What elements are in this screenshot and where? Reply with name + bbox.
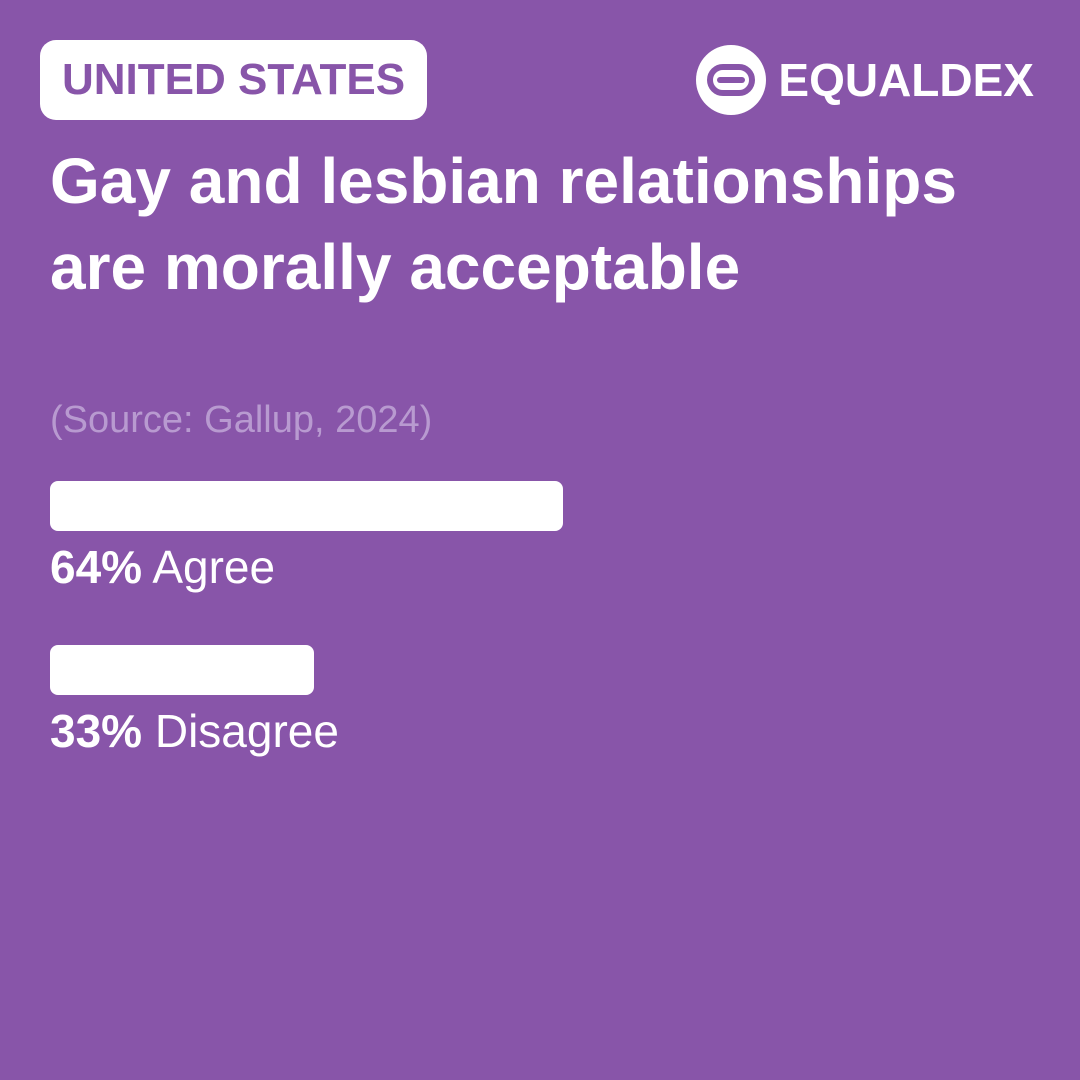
- brand: EQUALDEX: [696, 44, 1034, 116]
- country-name: UNITED STATES: [62, 55, 406, 104]
- bar-category-disagree: Disagree: [154, 705, 339, 757]
- bar-track-agree: [50, 481, 851, 531]
- chart-title: Gay and lesbian relationships are morall…: [50, 145, 957, 303]
- equaldex-logo-icon: [696, 45, 767, 115]
- bar-category-agree: Agree: [152, 541, 276, 593]
- country-badge: UNITED STATES: [40, 40, 428, 120]
- brand-name: EQUALDEX: [778, 54, 1034, 106]
- bar-track-disagree: [50, 645, 851, 695]
- chart-source: (Source: Gallup, 2024): [50, 399, 433, 441]
- bar-value-disagree: 33%: [50, 705, 143, 757]
- bar-value-agree: 64%: [50, 541, 143, 593]
- bar-label-disagree: 33% Disagree: [50, 704, 339, 758]
- bar-label-agree: 64% Agree: [50, 540, 275, 594]
- bar-agree: [50, 481, 563, 531]
- bar-disagree: [50, 645, 315, 695]
